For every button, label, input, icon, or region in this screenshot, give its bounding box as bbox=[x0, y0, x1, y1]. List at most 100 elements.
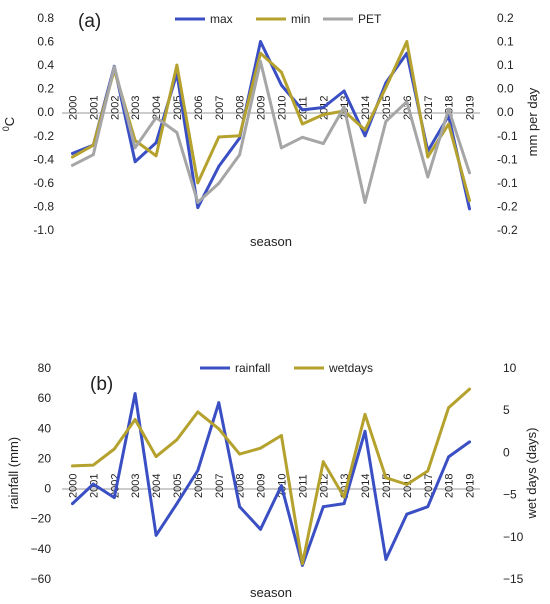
data-point-rainfall bbox=[112, 496, 116, 500]
data-point-wetdays bbox=[238, 452, 242, 456]
data-point-rainfall bbox=[133, 392, 137, 396]
data-point-rainfall bbox=[280, 484, 283, 487]
data-point-wetdays bbox=[175, 438, 179, 442]
x-tick-label: 2019 bbox=[465, 474, 477, 498]
x-axis-label: season bbox=[250, 585, 292, 600]
data-point-rainfall bbox=[426, 505, 430, 509]
data-point-min bbox=[154, 154, 158, 158]
x-tick-label: 2011 bbox=[297, 474, 309, 498]
x-axis-label: season bbox=[250, 234, 292, 249]
data-point-rainfall bbox=[217, 401, 221, 405]
data-point-min bbox=[259, 51, 262, 55]
y-tick-label: -0.6 bbox=[33, 176, 54, 190]
data-point-min bbox=[405, 40, 409, 43]
data-point-rainfall bbox=[259, 527, 262, 531]
y-tick-label: 60 bbox=[38, 391, 52, 405]
x-tick-label: 2018 bbox=[444, 474, 456, 498]
data-point-max bbox=[321, 106, 325, 109]
data-point-wetdays bbox=[447, 406, 451, 410]
x-tick-label: 2014 bbox=[360, 96, 372, 120]
y2-tick-label: 0.0 bbox=[497, 105, 514, 119]
x-tick-label: 2009 bbox=[256, 474, 268, 498]
x-tick-label: 2000 bbox=[67, 474, 79, 498]
y2-tick-label: -0.2 bbox=[497, 223, 518, 237]
y2-tick-label: −10 bbox=[503, 530, 524, 544]
data-point-max bbox=[363, 134, 367, 138]
data-point-rainfall bbox=[238, 505, 242, 509]
legend-label-rainfall: rainfall bbox=[235, 361, 270, 375]
data-point-min bbox=[426, 155, 430, 159]
y2-tick-label: 0.0 bbox=[497, 82, 514, 96]
data-point-PET bbox=[91, 153, 95, 157]
y-axis-label-superscript: 0 bbox=[1, 126, 11, 131]
data-point-rainfall bbox=[384, 558, 388, 561]
data-point-max bbox=[217, 165, 221, 168]
y2-tick-label: 0.2 bbox=[497, 11, 514, 25]
x-tick-label: 2012 bbox=[318, 474, 330, 498]
y-tick-label: −40 bbox=[31, 542, 52, 556]
data-point-max bbox=[468, 207, 471, 211]
y-tick-label: 0.0 bbox=[37, 105, 54, 119]
data-point-min bbox=[384, 86, 388, 89]
data-point-PET bbox=[321, 142, 325, 146]
series-line-wetdays bbox=[71, 387, 471, 566]
x-tick-label: 2006 bbox=[193, 96, 205, 120]
data-point-rainfall bbox=[468, 440, 471, 444]
y2-tick-label: 0.1 bbox=[497, 35, 514, 49]
series-line-PET bbox=[71, 60, 471, 204]
data-point-max bbox=[196, 206, 200, 210]
data-point-rainfall bbox=[91, 482, 95, 486]
data-point-min bbox=[321, 113, 325, 116]
data-point-max bbox=[342, 89, 346, 93]
data-point-PET bbox=[196, 201, 200, 204]
y-tick-label: 0 bbox=[44, 482, 51, 496]
x-tick-label: 2014 bbox=[360, 474, 372, 498]
y-axis-label: rainfall (mm) bbox=[6, 437, 21, 509]
data-point-wetdays bbox=[196, 410, 200, 414]
data-point-wetdays bbox=[363, 413, 367, 416]
data-point-min bbox=[447, 122, 451, 126]
data-point-wetdays bbox=[384, 476, 388, 480]
data-point-min bbox=[363, 128, 367, 132]
y-tick-label: -0.2 bbox=[33, 129, 54, 143]
panel-label: (b) bbox=[90, 374, 113, 395]
x-tick-label: 2011 bbox=[297, 96, 309, 120]
y-axis-label: 0C bbox=[1, 117, 17, 131]
y-tick-label: 0.8 bbox=[37, 11, 54, 25]
x-tick-label: 2003 bbox=[130, 474, 142, 498]
data-point-PET bbox=[154, 116, 158, 120]
x-tick-label: 2017 bbox=[423, 474, 435, 498]
data-point-wetdays bbox=[321, 460, 325, 464]
y-tick-label: -1.0 bbox=[33, 223, 54, 237]
data-point-wetdays bbox=[154, 455, 158, 459]
data-point-max bbox=[133, 160, 137, 164]
chart-panel-a: 0.8 0.6 0.4 0.2 0.0 -0.2 -0.4 -0.6 -0.8 -1.0 0.2 0.… bbox=[1, 11, 540, 249]
y-tick-label: 20 bbox=[38, 451, 52, 465]
y2-tick-label: 5 bbox=[503, 403, 510, 417]
data-point-wetdays bbox=[259, 446, 262, 450]
data-point-max bbox=[280, 83, 283, 87]
y2-axis-label: wet days (days) bbox=[524, 427, 539, 519]
data-point-wetdays bbox=[133, 418, 137, 421]
data-point-rainfall bbox=[321, 505, 325, 509]
y-tick-label: -0.8 bbox=[33, 199, 54, 213]
x-tick-label: 2019 bbox=[465, 96, 477, 120]
data-point-PET bbox=[447, 107, 451, 111]
data-point-PET bbox=[259, 60, 262, 63]
y-tick-label: 0.4 bbox=[37, 58, 54, 72]
data-point-rainfall bbox=[196, 469, 200, 472]
data-point-PET bbox=[426, 175, 430, 179]
data-point-PET bbox=[405, 100, 409, 104]
data-point-max bbox=[154, 141, 158, 145]
data-point-rainfall bbox=[71, 502, 74, 506]
data-point-wetdays bbox=[280, 434, 283, 437]
data-point-PET bbox=[175, 131, 179, 134]
legend-label-max: max bbox=[210, 12, 233, 26]
legend-label-wetdays: wetdays bbox=[328, 361, 373, 375]
data-point-wetdays bbox=[405, 483, 409, 486]
data-point-PET bbox=[300, 135, 304, 139]
y2-axis-label: mm per day bbox=[525, 87, 540, 156]
series-line-rainfall bbox=[71, 392, 471, 567]
